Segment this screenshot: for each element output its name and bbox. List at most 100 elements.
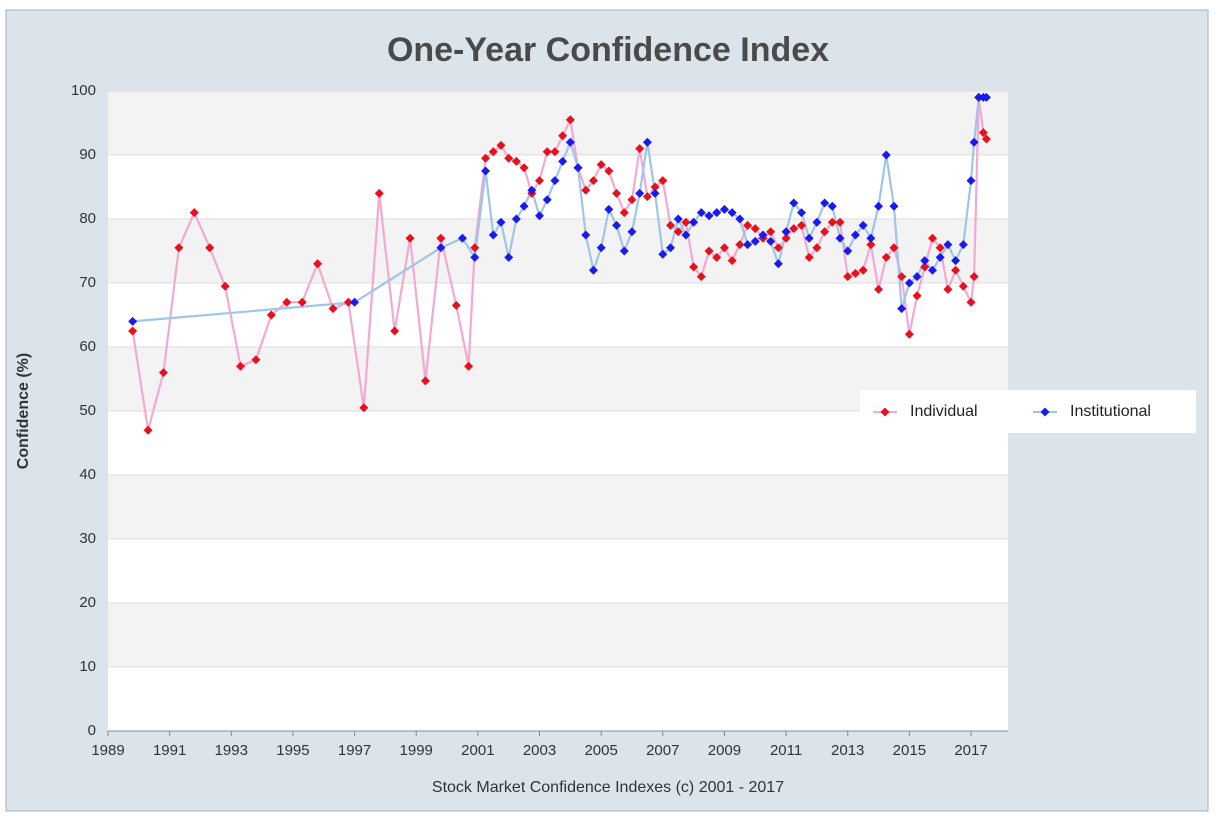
data-point (612, 188, 622, 198)
data-point (858, 265, 868, 275)
data-point (850, 230, 860, 240)
data-point (912, 272, 922, 282)
data-point (390, 326, 400, 336)
data-point (912, 291, 922, 301)
data-point (542, 195, 552, 205)
data-point (804, 252, 814, 262)
data-point (789, 224, 799, 234)
data-point (666, 220, 675, 230)
data-point (588, 176, 598, 186)
data-point (581, 230, 591, 240)
x-tick-label: 2017 (954, 742, 987, 759)
data-point (704, 211, 714, 221)
data-point (966, 176, 976, 186)
data-point (978, 128, 988, 138)
x-tick-label: 1993 (215, 742, 248, 759)
data-point (943, 240, 953, 250)
data-point (889, 201, 899, 211)
data-point (796, 220, 806, 230)
data-point (820, 198, 830, 208)
data-point (935, 243, 945, 253)
data-point (743, 240, 753, 250)
data-point (128, 326, 138, 336)
data-point (488, 230, 498, 240)
data-point (804, 233, 814, 243)
data-point (313, 259, 323, 269)
data-point (927, 265, 937, 275)
data-point (727, 208, 737, 218)
data-point (542, 147, 552, 157)
data-point (158, 368, 168, 378)
data-point (958, 281, 968, 291)
data-point (743, 220, 753, 230)
data-point (681, 217, 691, 227)
data-point (436, 233, 446, 243)
data-point (874, 284, 884, 294)
data-point (858, 220, 868, 230)
y-tick-label: 0 (88, 722, 96, 739)
legend-label: Individual (910, 403, 978, 420)
data-point (565, 137, 575, 147)
data-point (612, 220, 622, 230)
data-point (619, 208, 629, 218)
data-point (635, 144, 645, 154)
data-point (735, 214, 745, 224)
data-point (889, 243, 899, 253)
data-point (750, 236, 760, 246)
y-tick-label: 100 (71, 82, 96, 99)
data-point (843, 272, 853, 282)
data-point (712, 208, 722, 218)
data-point (496, 140, 506, 150)
data-point (328, 304, 338, 314)
data-point (981, 134, 991, 144)
data-point (866, 240, 876, 250)
data-point (881, 252, 891, 262)
data-point (781, 227, 791, 237)
data-point (642, 137, 652, 147)
data-point (696, 272, 706, 282)
data-point (588, 265, 598, 275)
data-point (650, 182, 660, 192)
data-point (550, 176, 560, 186)
data-point (535, 211, 545, 221)
data-point (436, 243, 446, 253)
data-point (827, 217, 837, 227)
data-point (897, 272, 907, 282)
data-point (673, 227, 683, 237)
data-point (519, 163, 529, 173)
data-point (920, 256, 930, 266)
data-point (673, 214, 683, 224)
data-point (650, 188, 660, 198)
data-point (350, 297, 360, 307)
data-point (573, 163, 583, 173)
data-point (827, 201, 837, 211)
data-point (504, 252, 514, 262)
data-point (627, 227, 637, 237)
data-point (359, 403, 369, 413)
data-point (635, 188, 645, 198)
data-point (866, 233, 876, 243)
x-tick-label: 2007 (646, 742, 679, 759)
x-tick-label: 1995 (276, 742, 309, 759)
data-point (464, 361, 474, 371)
data-point (966, 297, 976, 307)
data-point (581, 185, 591, 195)
x-tick-label: 2009 (708, 742, 741, 759)
data-point (627, 195, 637, 205)
data-point (128, 316, 138, 326)
data-point (796, 208, 806, 218)
data-point (565, 115, 575, 125)
data-point (789, 198, 799, 208)
data-point (689, 217, 699, 227)
series-line (131, 97, 988, 431)
y-tick-label: 40 (79, 466, 96, 483)
data-point (681, 230, 691, 240)
data-point (596, 160, 606, 170)
data-point (488, 147, 498, 157)
data-point (236, 361, 246, 371)
data-point (451, 300, 461, 310)
data-point (511, 156, 521, 166)
data-point (958, 240, 968, 250)
x-tick-label: 1989 (91, 742, 124, 759)
